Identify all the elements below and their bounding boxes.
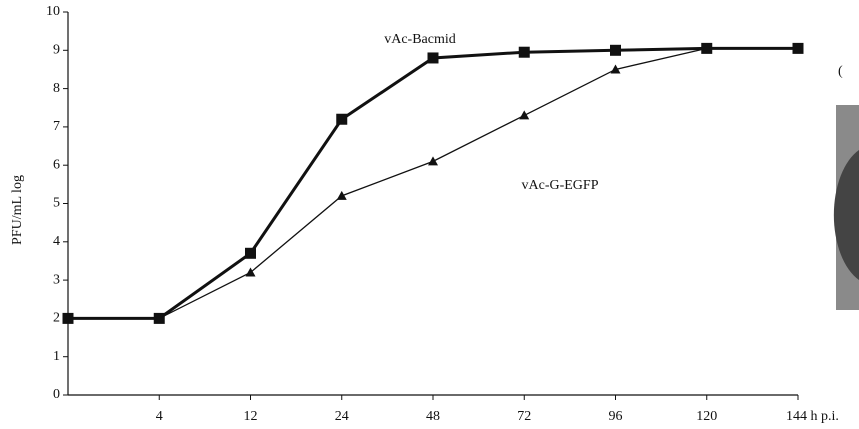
x-tick-label: 96	[609, 409, 623, 424]
y-tick-label: 4	[53, 234, 60, 249]
series-label: vAc-G-EGFP	[522, 178, 599, 193]
y-tick-label: 2	[53, 311, 60, 326]
y-tick-label: 3	[53, 272, 60, 287]
y-tick-label: 7	[53, 119, 60, 134]
x-tick-label: 12	[244, 409, 258, 424]
side-panel-label: (	[838, 64, 843, 79]
x-tick-label: 48	[426, 409, 440, 424]
y-tick-label: 6	[53, 157, 60, 172]
x-tick-label: 4	[156, 409, 163, 424]
line	[68, 47, 798, 320]
marker	[610, 44, 621, 56]
y-tick-label: 8	[53, 81, 60, 96]
marker	[63, 313, 73, 323]
marker	[245, 247, 256, 259]
marker	[701, 43, 712, 53]
marker	[245, 267, 256, 277]
y-tick-label: 10	[46, 4, 60, 19]
marker	[427, 52, 439, 64]
marker	[518, 46, 530, 58]
marker	[793, 43, 803, 53]
x-tick-label: 72	[517, 409, 531, 424]
x-tick-label: 24	[335, 409, 349, 424]
y-tick-label: 9	[53, 43, 60, 58]
marker	[336, 190, 347, 200]
marker	[519, 110, 530, 120]
marker	[610, 64, 621, 74]
side-image-shape	[833, 150, 859, 280]
marker	[336, 113, 348, 125]
y-tick-label: 1	[53, 349, 60, 364]
line	[68, 46, 798, 320]
marker	[154, 313, 165, 323]
marker	[428, 156, 438, 166]
x-tick-label: 144 h p.i.	[786, 409, 839, 424]
y-tick-label: 0	[53, 387, 60, 402]
x-tick-label: 120	[696, 409, 717, 424]
y-axis-label: PFU/mL log	[10, 175, 25, 245]
y-tick-label: 5	[53, 196, 60, 211]
series-label: vAc-Bacmid	[384, 32, 456, 47]
